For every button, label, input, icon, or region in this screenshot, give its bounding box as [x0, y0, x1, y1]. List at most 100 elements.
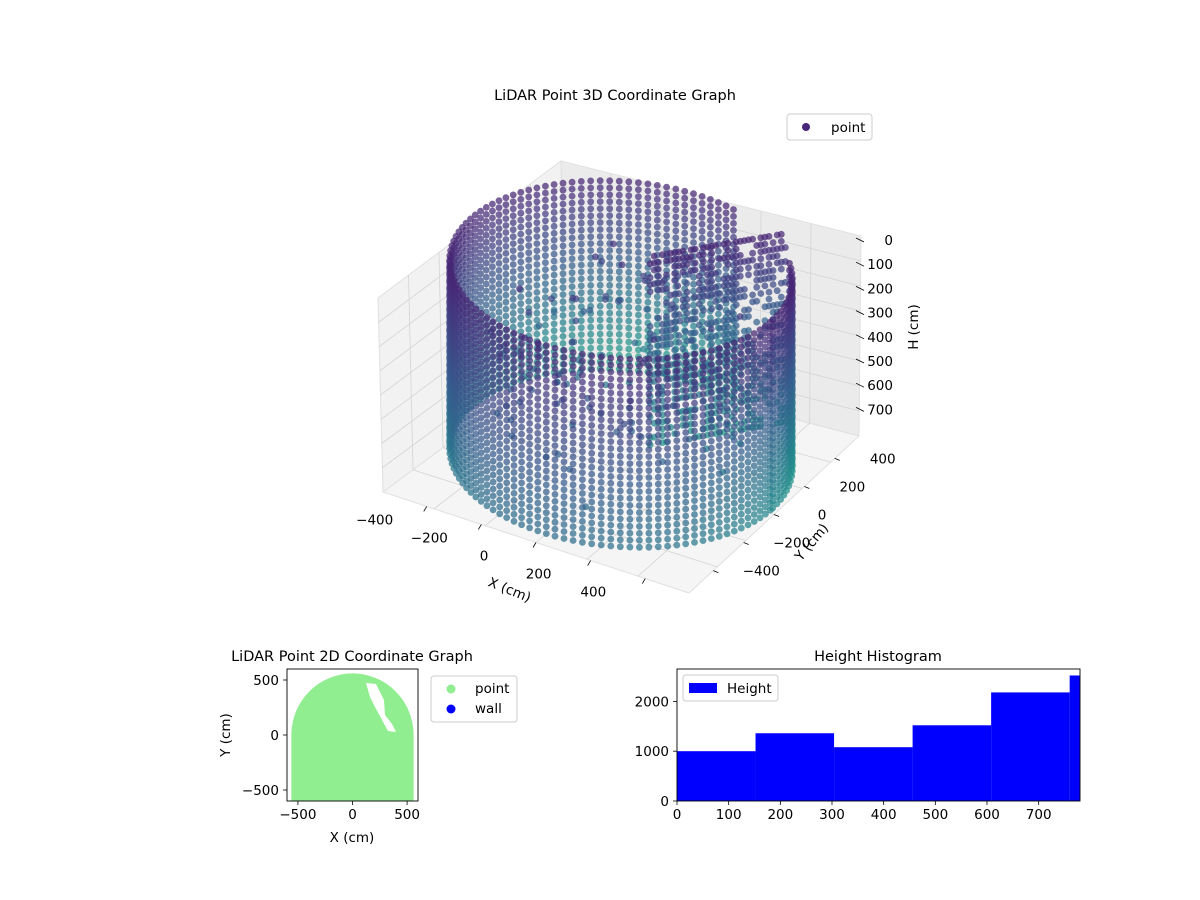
- point-marker: [579, 441, 586, 448]
- point-marker: [636, 460, 643, 467]
- point-marker: [551, 181, 558, 188]
- point-marker: [503, 201, 510, 208]
- point-marker: [745, 271, 752, 278]
- point-marker: [699, 339, 706, 346]
- point-marker: [673, 444, 680, 451]
- point-marker: [671, 347, 678, 354]
- point-marker: [745, 368, 752, 375]
- x-tick-label: 500: [394, 807, 420, 823]
- point-marker: [561, 424, 568, 431]
- point-marker: [625, 318, 632, 325]
- point-marker: [478, 484, 485, 491]
- point-marker: [636, 363, 643, 370]
- point-marker: [700, 447, 707, 454]
- point-marker: [606, 282, 613, 289]
- point-marker: [588, 373, 595, 380]
- point-marker: [478, 373, 485, 380]
- point-marker: [627, 488, 634, 495]
- point-marker: [731, 437, 738, 444]
- point-marker: [645, 194, 652, 201]
- point-marker: [490, 430, 497, 437]
- point-marker: [607, 410, 614, 417]
- z-tick-label: 600: [867, 378, 893, 394]
- point-marker: [716, 325, 723, 332]
- point-marker: [724, 482, 731, 489]
- point-marker: [570, 356, 577, 363]
- point-marker: [561, 431, 568, 438]
- point-marker: [534, 493, 541, 500]
- point-marker: [542, 280, 549, 287]
- point-marker: [607, 362, 614, 369]
- point-marker: [691, 428, 698, 435]
- point-marker: [542, 183, 549, 190]
- point-marker: [616, 324, 623, 331]
- point-marker: [518, 438, 525, 445]
- point-marker: [738, 490, 745, 497]
- point-marker: [636, 474, 643, 481]
- point-marker: [655, 376, 662, 383]
- point-marker: [496, 281, 503, 288]
- point-marker: [646, 523, 653, 530]
- point-marker: [517, 273, 524, 280]
- point-marker: [606, 261, 613, 268]
- point-marker: [625, 346, 632, 353]
- point-marker: [691, 483, 698, 490]
- point-marker: [690, 225, 697, 232]
- point-marker: [552, 414, 559, 421]
- point-marker: [569, 235, 576, 242]
- point-marker: [745, 424, 752, 431]
- point-marker: [478, 435, 485, 442]
- x-tick-mark: [588, 561, 591, 566]
- point-marker: [518, 424, 525, 431]
- point-marker: [690, 323, 697, 330]
- point-marker: [627, 509, 634, 516]
- point-marker: [551, 230, 558, 237]
- point-marker: [561, 479, 568, 486]
- point-marker: [730, 227, 737, 234]
- point-marker: [635, 214, 642, 221]
- point-marker: [673, 528, 680, 535]
- point-marker: [598, 444, 605, 451]
- point-marker: [569, 325, 576, 332]
- point-marker: [673, 389, 680, 396]
- point-marker: [534, 402, 541, 409]
- point-marker: [560, 208, 567, 215]
- point-marker: [542, 336, 549, 343]
- point-marker: [496, 406, 503, 413]
- point-marker: [473, 306, 480, 313]
- point-marker: [569, 276, 576, 283]
- point-marker: [489, 242, 496, 249]
- chart-3d-title: LiDAR Point 3D Coordinate Graph: [494, 88, 736, 104]
- point-marker: [561, 445, 568, 452]
- point-marker: [700, 537, 707, 544]
- point-marker: [543, 391, 550, 398]
- point-marker: [696, 252, 703, 259]
- point-marker: [511, 462, 518, 469]
- point-marker: [511, 448, 518, 455]
- point-marker: [645, 208, 652, 215]
- point-marker: [578, 241, 585, 248]
- point-marker: [724, 391, 731, 398]
- point-marker: [636, 453, 643, 460]
- point-marker: [617, 495, 624, 502]
- point-marker: [597, 184, 604, 191]
- point-marker: [731, 388, 738, 395]
- point-marker: [588, 352, 595, 359]
- point-marker: [496, 504, 503, 511]
- point-marker: [597, 331, 604, 338]
- point-marker: [627, 377, 634, 384]
- point-marker: [645, 243, 652, 250]
- point-marker: [635, 319, 642, 326]
- point-marker: [733, 260, 740, 267]
- point-marker: [738, 372, 745, 379]
- point-marker: [570, 370, 577, 377]
- point-marker: [651, 267, 658, 274]
- point-marker: [757, 445, 764, 452]
- point-marker: [534, 219, 541, 226]
- point-marker: [757, 333, 764, 340]
- point-marker: [738, 413, 745, 420]
- point-marker: [716, 435, 723, 442]
- point-marker: [745, 340, 752, 347]
- point-marker: [757, 382, 764, 389]
- point-marker: [551, 188, 558, 195]
